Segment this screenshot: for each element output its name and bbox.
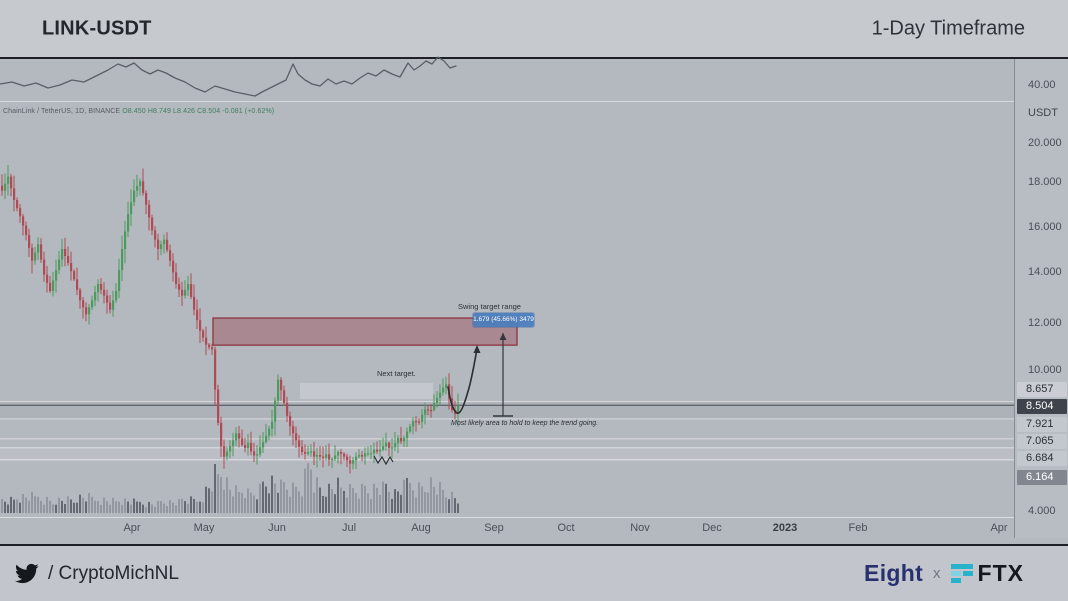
footer-bar: / CryptoMichNL Eight x FTX: [0, 546, 1068, 601]
overview-sparkline: [0, 56, 457, 97]
header-divider: [0, 57, 1068, 59]
price-tick: 4.000: [1028, 505, 1056, 517]
collab-x: x: [933, 565, 941, 582]
author-credit: / CryptoMichNL: [14, 546, 179, 601]
price-level-tag: 7.065: [1017, 433, 1067, 449]
price-level-tag: 6.164: [1017, 469, 1067, 485]
price-tick: 16.000: [1028, 221, 1062, 233]
overview-chart-pane[interactable]: [0, 56, 1014, 101]
ftx-wordmark: FTX: [977, 560, 1024, 586]
pane-divider: [0, 101, 1068, 102]
time-axis-tick: May: [193, 522, 215, 534]
time-axis-tick: Oct: [557, 522, 575, 534]
twitter-handle: / CryptoMichNL: [48, 562, 179, 584]
price-axis[interactable]: 40.00 USDT 20.000 18.000 16.000 14.000 12.00…: [1014, 59, 1068, 538]
time-axis-tick: Dec: [702, 522, 722, 534]
overview-axis-tick: 40.00: [1028, 79, 1056, 91]
price-level-tag: 8.657: [1017, 381, 1067, 397]
twitter-icon: [14, 563, 39, 584]
symbol-name: ChainLink / TetherUS, 1D, BINANCE: [3, 108, 121, 115]
candlestick-chart: [0, 164, 1014, 513]
next-target-label: Next target.: [377, 369, 416, 378]
swing-target-label: Swing target range: [458, 302, 521, 311]
swing-target-box[interactable]: [212, 317, 518, 346]
time-axis-tick: 2023: [772, 522, 798, 534]
ftx-bars-icon: [950, 564, 973, 583]
timeframe-label: 1-Day Timeframe: [871, 17, 1025, 39]
price-level-tag: 8.504: [1017, 398, 1067, 414]
symbol-info-line[interactable]: ChainLink / TetherUS, 1D, BINANCE O8.450…: [3, 108, 274, 115]
time-axis-tick: Feb: [848, 522, 868, 534]
price-tick: 12.000: [1028, 317, 1062, 329]
price-level-tag: 6.684: [1017, 450, 1067, 466]
time-axis-tick: Apr: [990, 522, 1008, 534]
sponsor-logos: Eight x FTX: [864, 546, 1024, 601]
hold-area-note: Most likely area to hold to keep the tre…: [451, 420, 599, 427]
ftx-logo: FTX: [950, 560, 1024, 587]
time-axis-tick: Sep: [484, 522, 504, 534]
eight-logo: Eight: [864, 560, 924, 586]
price-tick: 20.000: [1028, 137, 1062, 149]
time-axis-tick: Aug: [411, 522, 431, 534]
price-axis-unit: USDT: [1028, 107, 1058, 119]
time-axis-tick: Nov: [630, 522, 650, 534]
time-axis[interactable]: Apr May Jun Jul Aug Sep Oct Nov Dec 2023 Feb Apr: [0, 517, 1014, 544]
time-axis-tick: Apr: [123, 522, 141, 534]
price-level-tag: 7.921: [1017, 416, 1067, 432]
price-tick: 14.000: [1028, 266, 1062, 278]
symbol-title: LINK-USDT: [42, 17, 152, 39]
price-tick: 18.000: [1028, 176, 1062, 188]
price-tick: 10.000: [1028, 364, 1062, 376]
header-bar: LINK-USDT 1-Day Timeframe: [0, 0, 1068, 57]
main-chart-pane[interactable]: [0, 102, 1014, 517]
time-axis-tick: Jun: [268, 522, 286, 534]
time-axis-tick: Jul: [341, 522, 357, 534]
ohlc-values: O8.450 H8.749 L8.426 C8.504 -0.081 (+0.6…: [122, 108, 275, 115]
price-range-tool-label[interactable]: 1.679 (45.66%) 3479: [473, 313, 534, 327]
footer-divider: [0, 544, 1068, 546]
